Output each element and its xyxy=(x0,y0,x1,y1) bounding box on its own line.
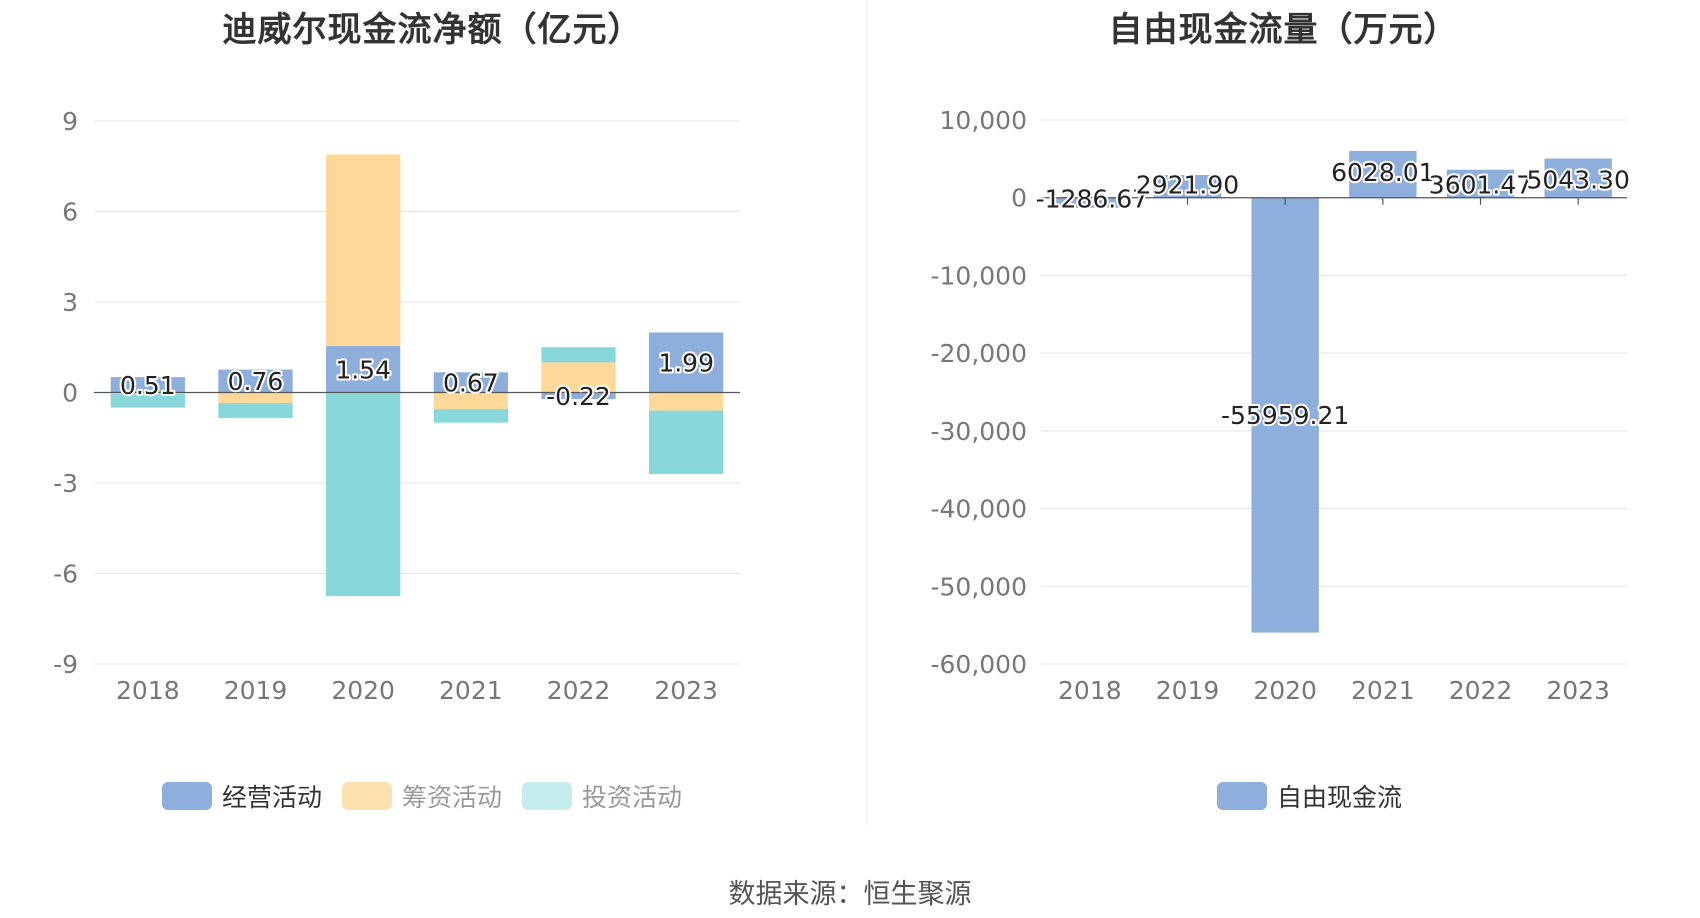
bar xyxy=(218,403,293,419)
data-label: 0.51 xyxy=(120,371,176,400)
bar xyxy=(649,410,724,474)
y-tick-label: 6 xyxy=(62,198,78,227)
legend-item-operating[interactable]: 经营活动 xyxy=(162,778,322,814)
data-label: 3601.47 xyxy=(1429,171,1532,200)
x-tick-label: 2023 xyxy=(1546,676,1610,705)
bar xyxy=(110,392,185,395)
bar xyxy=(326,346,401,393)
free-cash-flow-chart: 10,000 0 -10,000 -20,000 -30,000 -40,000 -50,0… xyxy=(931,106,1632,705)
bar xyxy=(1446,169,1515,198)
x-tick-label: 2018 xyxy=(1058,676,1122,705)
y-tick-label: -20,000 xyxy=(931,339,1028,368)
y-tick-label: -3 xyxy=(53,469,78,498)
y-tick-label: -40,000 xyxy=(931,495,1028,524)
legend-swatch xyxy=(162,782,212,810)
legend-label: 投资活动 xyxy=(582,783,683,812)
bar xyxy=(110,377,185,393)
data-source-note: 数据来源：恒生聚源 xyxy=(728,879,972,910)
legend-swatch xyxy=(522,782,573,810)
data-label: 1.54 xyxy=(335,355,391,384)
legend-label: 自由现金流 xyxy=(1277,783,1403,812)
bar xyxy=(649,332,724,393)
x-tick-label: 2020 xyxy=(1253,676,1317,705)
cash-flow-net-chart: 9 6 3 0 -3 -6 -9 2018 2019 2020 2021 2022 2023 0.51 0.… xyxy=(53,107,740,705)
bar xyxy=(433,409,508,423)
bar xyxy=(218,392,293,404)
y-tick-label: -10,000 xyxy=(931,261,1028,290)
y-tick-label: 0 xyxy=(1011,184,1027,213)
legend: 自由现金流 xyxy=(1217,778,1422,814)
y-tick-label: 9 xyxy=(62,107,78,136)
y-tick-label: 0 xyxy=(62,379,78,408)
y-tick-label: -6 xyxy=(53,560,78,589)
bar xyxy=(541,362,616,393)
bar xyxy=(110,394,185,408)
bar xyxy=(326,154,401,347)
y-tick-label: 3 xyxy=(62,288,78,317)
data-label: 1.99 xyxy=(658,348,714,377)
legend-item-free-cash-flow[interactable]: 自由现金流 xyxy=(1217,778,1402,814)
y-tick-label: -30,000 xyxy=(931,417,1028,446)
cash-flow-net-chart-panel: 迪威尔现金流净额（亿元） 9 6 3 0 -3 -6 -9 2018 2019 2020 2021 2… xyxy=(0,0,865,830)
bar xyxy=(1153,175,1222,198)
bar xyxy=(326,392,401,597)
legend-item-investing[interactable]: 投资活动 xyxy=(522,778,682,814)
panel-divider xyxy=(866,0,867,825)
y-tick-label: -50,000 xyxy=(931,572,1028,601)
x-tick-label: 2019 xyxy=(224,676,288,705)
bar xyxy=(1251,197,1319,633)
y-tick-label: -60,000 xyxy=(931,650,1028,679)
legend-label: 筹资活动 xyxy=(402,783,503,812)
bar xyxy=(1349,150,1417,198)
bar xyxy=(541,392,616,400)
x-tick-label: 2021 xyxy=(1351,676,1415,705)
free-cash-flow-chart-panel: 自由现金流量（万元） 10,000 0 -10,000 -20,000 -30,000 -… xyxy=(867,0,1700,830)
legend-swatch xyxy=(1217,782,1267,810)
data-label: 0.67 xyxy=(443,368,499,397)
x-tick-label: 2019 xyxy=(1156,676,1220,705)
data-label: 6028.01 xyxy=(1331,158,1434,187)
x-tick-label: 2022 xyxy=(1449,676,1513,705)
legend-label: 经营活动 xyxy=(222,783,323,812)
bar xyxy=(433,392,508,410)
chart-title: 自由现金流量（万元） xyxy=(1108,10,1459,50)
legend: 经营活动 筹资活动 投资活动 xyxy=(162,778,702,814)
chart-title: 迪威尔现金流净额（亿元） xyxy=(222,10,643,50)
data-label: 5043.30 xyxy=(1526,166,1629,195)
legend-swatch xyxy=(342,782,393,810)
data-label: 2921.90 xyxy=(1136,171,1239,200)
bar xyxy=(541,347,616,363)
x-tick-label: 2021 xyxy=(439,676,503,705)
bar xyxy=(1544,158,1612,198)
data-label: -1286.67 xyxy=(1036,185,1148,214)
y-tick-label: -9 xyxy=(53,650,78,679)
x-tick-label: 2022 xyxy=(547,676,611,705)
x-tick-label: 2018 xyxy=(116,676,180,705)
x-tick-label: 2023 xyxy=(654,676,718,705)
data-label: 0.76 xyxy=(228,367,284,396)
bar xyxy=(218,369,293,393)
data-label: -0.22 xyxy=(546,382,611,411)
y-tick-label: 10,000 xyxy=(940,106,1027,135)
legend-item-financing[interactable]: 筹资活动 xyxy=(342,778,502,814)
bar xyxy=(649,392,724,411)
bar xyxy=(433,372,508,393)
data-label: -55959.21 xyxy=(1221,401,1349,430)
x-tick-label: 2020 xyxy=(331,676,395,705)
